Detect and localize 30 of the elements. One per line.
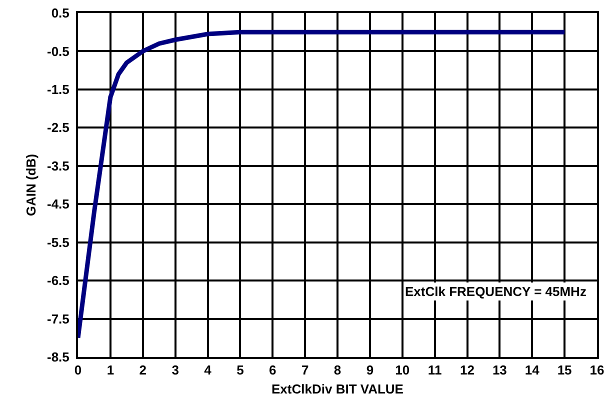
- x-tick-label: 6: [269, 362, 276, 378]
- y-tick-label: 0.5: [51, 6, 70, 21]
- x-tick-label: 11: [428, 362, 442, 378]
- x-axis-title: ExtClkDiv BIT VALUE: [272, 382, 404, 397]
- x-tick-label: 14: [524, 362, 540, 378]
- y-tick-label: -4.5: [46, 196, 70, 212]
- x-tick-label: 3: [172, 362, 179, 378]
- y-tick-label: -3.5: [46, 158, 70, 174]
- x-tick-label: 15: [557, 362, 572, 378]
- y-axis-title: GAIN (dB): [23, 154, 38, 216]
- y-tick-label: -0.5: [46, 44, 70, 59]
- x-tick-label: 16: [590, 362, 604, 378]
- x-tick-label: 2: [139, 362, 146, 378]
- x-tick-label: 12: [460, 362, 474, 378]
- y-tick-label: -7.5: [46, 311, 70, 326]
- x-tick-label: 10: [395, 362, 410, 378]
- x-tick-label: 13: [492, 362, 507, 378]
- x-tick-label: 5: [236, 362, 244, 378]
- x-tick-label: 7: [301, 362, 309, 378]
- x-tick-label: 9: [366, 362, 374, 378]
- y-tick-label: -1.5: [46, 82, 70, 97]
- y-tick-label: -6.5: [46, 273, 70, 288]
- x-tick-label: 8: [334, 362, 342, 378]
- x-tick-label: 4: [204, 362, 212, 378]
- y-tick-label: -8.5: [46, 350, 70, 365]
- annotation: ExtClk FREQUENCY = 45MHz: [405, 284, 587, 299]
- x-tick-label: 1: [106, 362, 114, 378]
- y-tick-label: -5.5: [46, 234, 70, 250]
- x-tick-label: 0: [74, 362, 82, 378]
- y-tick-label: -2.5: [46, 120, 70, 136]
